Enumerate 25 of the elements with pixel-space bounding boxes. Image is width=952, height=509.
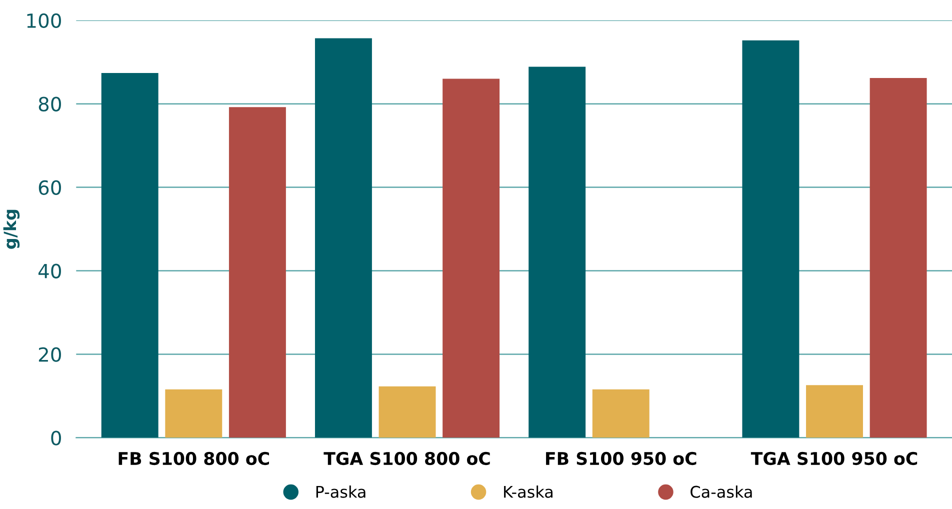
bar bbox=[165, 389, 222, 438]
y-tick-label: 20 bbox=[38, 347, 61, 362]
bar bbox=[228, 107, 286, 438]
y-tick-label: 80 bbox=[38, 96, 61, 112]
bar bbox=[592, 389, 650, 438]
y-tick-label: 100 bbox=[27, 13, 61, 28]
x-tick-label: FB S100 950 oC bbox=[546, 452, 696, 466]
bar bbox=[742, 40, 800, 438]
bar bbox=[528, 66, 586, 438]
legend-label: Ca-aska bbox=[690, 486, 752, 498]
y-tick-label: 40 bbox=[38, 264, 61, 278]
legend-label: P-aska bbox=[316, 486, 366, 498]
bar bbox=[101, 72, 158, 438]
y-axis-title: g/kg bbox=[3, 210, 20, 249]
y-tick-label: 60 bbox=[38, 180, 61, 195]
bar bbox=[378, 386, 436, 438]
bar bbox=[442, 78, 500, 438]
x-tick-label: FB S100 800 oC bbox=[118, 452, 269, 466]
y-tick-label: 0 bbox=[51, 430, 61, 446]
x-tick-label: TGA S100 800 oC bbox=[324, 452, 490, 466]
bar bbox=[806, 385, 863, 438]
x-tick-label: TGA S100 950 oC bbox=[750, 452, 918, 466]
bar bbox=[870, 78, 927, 438]
legend-label: K-aska bbox=[504, 486, 552, 498]
bar bbox=[314, 38, 372, 438]
